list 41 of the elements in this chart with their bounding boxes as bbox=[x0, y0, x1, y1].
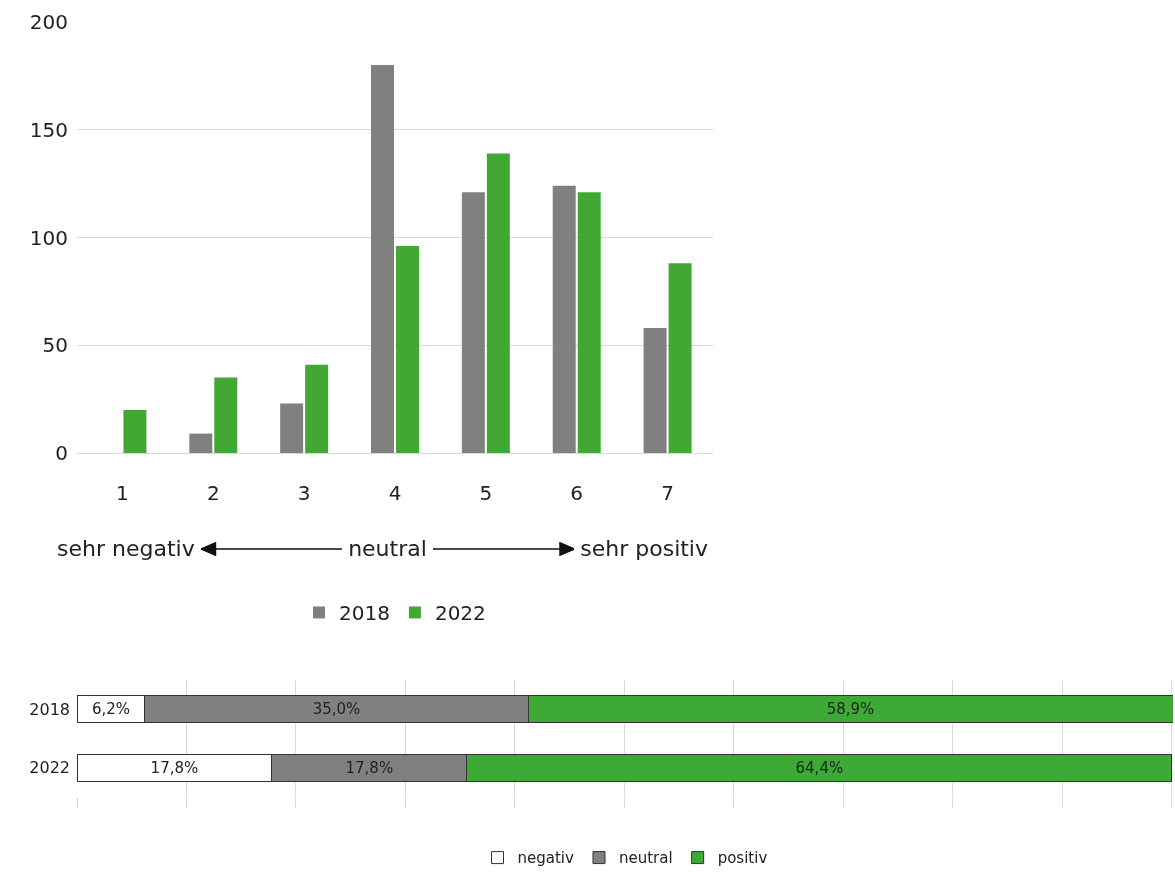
bar bbox=[371, 65, 394, 453]
x-tick-label: 5 bbox=[479, 481, 493, 505]
bar bbox=[552, 185, 576, 453]
x-tick-label: 4 bbox=[388, 481, 402, 505]
bar bbox=[577, 192, 601, 453]
bar bbox=[643, 328, 667, 453]
legend-label: 2022 bbox=[434, 601, 486, 626]
data-label: 58,9% bbox=[826, 700, 875, 719]
y-tick-label: 0 bbox=[55, 441, 68, 465]
y-tick-label: 2022 bbox=[29, 758, 70, 778]
x-tick-label: 7 bbox=[661, 481, 674, 505]
legend-label: negativ bbox=[517, 849, 574, 868]
bar bbox=[486, 153, 510, 453]
bar bbox=[123, 409, 147, 453]
data-label: 6,2% bbox=[91, 700, 130, 719]
data-label: 64,4% bbox=[795, 758, 844, 777]
y-tick-label: 2018 bbox=[29, 699, 70, 719]
text: neutral bbox=[348, 536, 427, 561]
y-tick-label: 50 bbox=[42, 333, 68, 358]
bar bbox=[396, 246, 419, 453]
x-tick-label: 3 bbox=[297, 481, 311, 505]
bar bbox=[214, 377, 238, 453]
bar bbox=[189, 433, 213, 453]
x-tick-label: 2 bbox=[206, 481, 220, 505]
legend-label: neutral bbox=[619, 849, 673, 868]
x-tick-label: 1 bbox=[116, 481, 129, 505]
x-tick-label: 6 bbox=[570, 481, 584, 505]
bar bbox=[280, 403, 304, 453]
data-label: 35,0% bbox=[312, 700, 361, 719]
text: sehr positiv bbox=[580, 536, 709, 561]
legend-label: 2018 bbox=[339, 601, 390, 626]
y-tick-label: 200 bbox=[29, 10, 68, 34]
data-label: 17,8% bbox=[150, 758, 199, 777]
text: sehr negativ bbox=[57, 536, 195, 561]
bar bbox=[668, 263, 692, 453]
y-tick-label: 150 bbox=[29, 117, 68, 142]
legend-label: positiv bbox=[717, 849, 768, 868]
data-label: 17,8% bbox=[345, 758, 394, 777]
bar bbox=[305, 364, 329, 453]
y-tick-label: 100 bbox=[29, 225, 68, 250]
bar bbox=[461, 192, 485, 453]
